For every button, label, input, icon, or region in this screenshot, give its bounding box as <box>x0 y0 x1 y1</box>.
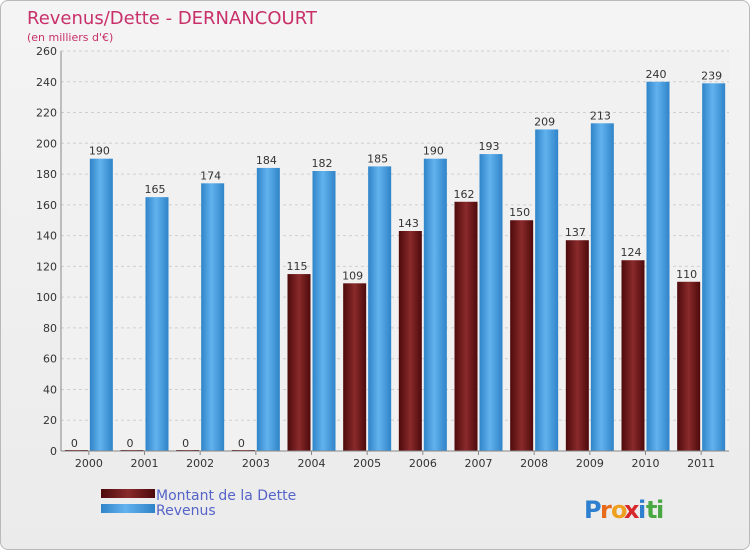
data-label: 182 <box>312 157 333 170</box>
x-tick-label: 2010 <box>632 457 660 470</box>
x-tick-label: 2011 <box>687 457 715 470</box>
x-tick-label: 2002 <box>186 457 214 470</box>
data-label: 143 <box>398 217 419 230</box>
data-label: 190 <box>423 145 444 158</box>
bar-dette <box>565 240 589 451</box>
x-tick-label: 2008 <box>520 457 548 470</box>
value-labels: 0 190 0 165 0 174 0 184 115 182 109 185 143 190 162 193… <box>71 68 722 450</box>
x-tick-label: 2007 <box>465 457 493 470</box>
x-tick-label: 2005 <box>353 457 381 470</box>
data-label: 239 <box>701 69 722 82</box>
y-tick-label: 60 <box>43 353 57 366</box>
axes: 0 20 40 60 80 100 120 140 160 180 200 220 240 260 2000… <box>36 45 729 470</box>
bar-revenus <box>702 83 726 452</box>
data-label: 110 <box>676 268 697 281</box>
x-tick-label: 2000 <box>75 457 103 470</box>
chart-title: Revenus/Dette - DERNANCOURT <box>27 8 318 29</box>
y-tick-label: 220 <box>36 107 57 120</box>
y-tick-label: 180 <box>36 168 57 181</box>
data-label: 137 <box>565 226 586 239</box>
bar-revenus <box>256 167 280 451</box>
y-tick-label: 120 <box>36 260 57 273</box>
brand-letter: P <box>584 496 602 524</box>
data-label: 0 <box>238 437 245 450</box>
data-label: 240 <box>646 68 667 81</box>
data-label: 162 <box>454 188 475 201</box>
bar-revenus <box>201 183 225 452</box>
bar-dette <box>398 231 422 451</box>
bar-dette <box>510 220 534 451</box>
bar-revenus <box>368 166 392 451</box>
x-tick-label: 2003 <box>242 457 270 470</box>
bar-revenus <box>89 158 113 451</box>
y-tick-label: 140 <box>36 230 57 243</box>
grid <box>61 50 729 452</box>
brand-letter: o <box>611 496 628 524</box>
x-tick-label: 2009 <box>576 457 604 470</box>
data-label: 209 <box>534 115 555 128</box>
bar-revenus <box>646 81 670 452</box>
bars <box>64 81 726 452</box>
data-label: 124 <box>621 246 642 259</box>
brand-letter: r <box>600 496 612 524</box>
legend-swatch-revenus <box>101 504 155 513</box>
legend-swatch-debt <box>101 489 155 498</box>
y-tick-label: 20 <box>43 414 57 427</box>
plot-area <box>61 51 729 451</box>
bar-dette <box>454 201 478 451</box>
y-tick-label: 160 <box>36 199 57 212</box>
data-label: 109 <box>342 269 363 282</box>
legend-label-revenus: Revenus <box>156 503 216 519</box>
bar-revenus <box>479 154 503 452</box>
y-tick-label: 100 <box>36 291 57 304</box>
bar-dette <box>677 281 701 451</box>
y-tick-label: 260 <box>36 45 57 58</box>
legend: Montant de la Dette Revenus <box>101 488 296 519</box>
brand-letter: i <box>638 496 646 524</box>
y-tick-label: 240 <box>36 76 57 89</box>
legend-label-debt: Montant de la Dette <box>156 488 296 504</box>
brand-logo: Pr oxi ti <box>584 496 664 524</box>
brand-letter: t <box>646 496 657 524</box>
data-label: 0 <box>182 437 189 450</box>
brand-letter: i <box>656 496 664 524</box>
chart-subtitle: (en milliers d'€) <box>27 31 113 44</box>
y-tick-label: 80 <box>43 322 57 335</box>
bar-dette <box>343 283 367 451</box>
data-label: 115 <box>287 260 308 273</box>
bar-revenus <box>145 197 169 451</box>
data-label: 165 <box>145 183 166 196</box>
data-label: 0 <box>71 437 78 450</box>
x-tick-label: 2006 <box>409 457 437 470</box>
data-label: 213 <box>590 109 611 122</box>
data-label: 184 <box>256 154 277 167</box>
bar-dette <box>621 260 645 451</box>
y-tick-label: 40 <box>43 383 57 396</box>
bar-revenus <box>312 171 336 451</box>
y-tick-label: 0 <box>50 445 57 458</box>
x-tick-label: 2001 <box>131 457 159 470</box>
x-tick-label: 2004 <box>298 457 326 470</box>
bar-revenus <box>535 129 559 451</box>
data-label: 185 <box>367 152 388 165</box>
data-label: 0 <box>127 437 134 450</box>
bar-revenus <box>423 158 447 451</box>
data-label: 193 <box>479 140 500 153</box>
data-label: 190 <box>89 145 110 158</box>
bar-dette <box>287 274 311 451</box>
bar-revenus <box>590 123 614 452</box>
brand-letter: x <box>624 496 640 524</box>
data-label: 174 <box>200 169 221 182</box>
data-label: 150 <box>509 206 530 219</box>
y-tick-label: 200 <box>36 137 57 150</box>
